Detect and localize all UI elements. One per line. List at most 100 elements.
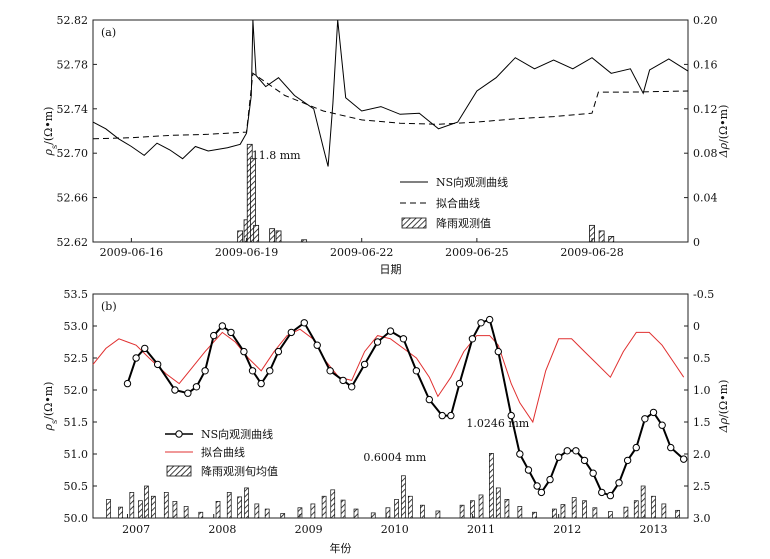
legend-swatch-rain — [166, 465, 192, 477]
rain-bar — [517, 506, 523, 519]
observed-point — [300, 319, 308, 327]
rain-bar — [340, 499, 346, 519]
observed-point — [141, 344, 149, 353]
rain-bar — [420, 504, 425, 519]
observed-point — [455, 379, 464, 388]
observed-point — [667, 443, 675, 452]
rain-bar — [269, 228, 276, 243]
y-axis-label-left: ρs/(Ω•m) — [42, 107, 59, 157]
observed-point — [386, 327, 395, 335]
rain-bar — [254, 503, 260, 519]
x-tick-label: 2009-06-22 — [330, 246, 393, 259]
y-tick-label-right: 0.04 — [693, 192, 718, 205]
rain-bar — [353, 508, 359, 519]
y-tick-label-right: 0 — [693, 236, 700, 249]
rain-bar — [330, 489, 336, 519]
rain-annotation: 11.8 mm — [252, 149, 301, 162]
rain-bar — [183, 506, 189, 519]
observed-point — [425, 395, 434, 404]
rain-bar — [172, 501, 178, 519]
rain-bar — [489, 453, 494, 519]
observed-point — [447, 411, 455, 420]
rain-bar — [407, 495, 413, 519]
rain-bar — [623, 506, 629, 519]
observed-point — [192, 383, 201, 391]
y-tick-label-left: 52.74 — [57, 103, 89, 116]
observed-point — [546, 475, 554, 484]
rain-bar — [675, 509, 681, 519]
y-tick-label-right: 2.0 — [693, 448, 711, 461]
rain-annotation: 0.6004 mm — [363, 451, 426, 464]
y-tick-label-right: 0 — [693, 320, 700, 333]
y-tick-label-right: 2.5 — [693, 480, 711, 493]
rain-bar — [560, 504, 566, 519]
rain-bar — [370, 512, 376, 519]
observed-point — [537, 488, 546, 497]
panel-label: (a) — [101, 26, 116, 39]
observed-point — [287, 328, 296, 337]
x-tick-label: 2009-06-25 — [445, 246, 508, 259]
observed-point — [641, 415, 649, 423]
rain-bar — [253, 224, 260, 243]
observed-point — [171, 386, 179, 394]
legend-label-fitted: 拟合曲线 — [436, 196, 480, 210]
rain-bar — [151, 495, 156, 519]
rain-bar — [394, 499, 399, 519]
y-tick-label-left: 52.70 — [57, 147, 89, 160]
observed-point — [524, 466, 533, 474]
observed-point — [572, 447, 580, 455]
rain-bar — [198, 511, 204, 519]
observed-point — [494, 347, 502, 356]
rain-bar — [144, 485, 149, 519]
observed-point — [248, 367, 257, 375]
y-tick-label-right: 0.20 — [693, 14, 718, 27]
observed-point — [412, 367, 421, 375]
y-axis-label-right: Δρ/(Ω•m) — [717, 105, 730, 159]
rain-bar — [237, 496, 242, 519]
y-tick-label-left: 52.5 — [64, 352, 89, 365]
legend-label-fitted: 拟合曲线 — [201, 445, 245, 459]
y-tick-label-left: 53.0 — [64, 320, 89, 333]
rain-bar — [459, 504, 465, 519]
observed-point — [615, 479, 623, 487]
observed-point — [477, 319, 485, 327]
observed-point — [360, 360, 369, 369]
observed-series-line — [92, 19, 689, 167]
x-tick-label: 2009-06-19 — [215, 246, 278, 259]
x-tick-label: 2011 — [467, 523, 495, 536]
fitted-series-line — [92, 328, 685, 424]
x-tick-label: 2009-06-28 — [560, 246, 623, 259]
plot-frame — [92, 19, 689, 243]
x-tick-label: 2008 — [208, 523, 236, 536]
y-tick-label-right: 3.0 — [693, 512, 711, 525]
rain-bar — [608, 511, 613, 519]
observed-point — [227, 328, 235, 337]
rain-bar — [301, 239, 308, 243]
y-tick-label-left: 50.5 — [64, 480, 89, 493]
observed-point — [153, 360, 162, 369]
observed-point — [533, 482, 541, 490]
observed-point — [210, 331, 218, 340]
rain-bar — [250, 158, 256, 243]
observed-point — [123, 379, 132, 388]
observed-point — [606, 491, 615, 500]
rain-annotation: 1.0246 mm — [466, 417, 529, 430]
rain-bar — [310, 503, 316, 519]
observed-point — [438, 411, 446, 420]
y-tick-label-right: 0.16 — [693, 58, 718, 71]
fitted-series-line — [92, 72, 689, 140]
rain-bar — [129, 492, 135, 519]
y-tick-label-left: 53.5 — [64, 288, 89, 301]
x-axis-label: 年份 — [330, 541, 352, 555]
legend-label-rain: 降雨观测旬均值 — [201, 464, 278, 478]
rain-bar — [163, 492, 169, 519]
rain-bar — [592, 507, 598, 519]
observed-point — [257, 379, 265, 388]
observed-point — [347, 383, 356, 391]
rain-bar — [215, 501, 221, 519]
observed-point — [516, 450, 524, 458]
observed-point — [339, 376, 347, 385]
y-tick-label-right: 0.12 — [693, 103, 718, 116]
observed-point — [589, 469, 597, 477]
observed-point — [468, 335, 477, 343]
